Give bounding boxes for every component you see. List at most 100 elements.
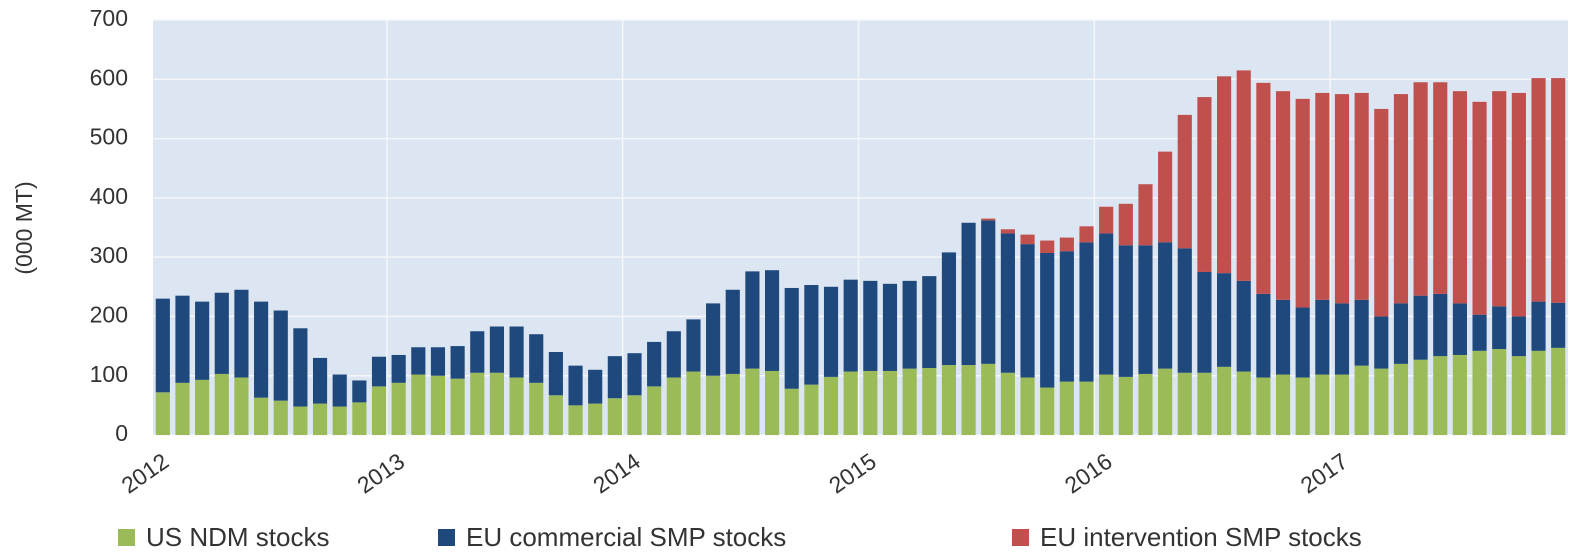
bar-segment	[941, 252, 957, 366]
bar-segment	[1511, 316, 1526, 357]
bar-segment	[863, 370, 878, 435]
bar-segment	[175, 295, 190, 383]
bar-segment	[1236, 371, 1251, 435]
bar-segment	[1177, 248, 1192, 373]
bar-segment	[391, 354, 406, 383]
bar-segment	[1531, 301, 1546, 351]
bar-segment	[981, 363, 996, 435]
x-tick-label: 2012	[117, 448, 174, 499]
bar-segment	[1059, 381, 1074, 435]
bar-segment	[411, 374, 426, 435]
bar-segment	[293, 328, 308, 407]
bar-segment	[568, 365, 583, 406]
bar-segment	[1275, 374, 1291, 435]
bar-segment	[1020, 377, 1035, 435]
bar-segment	[1452, 354, 1467, 435]
y-tick-label: 400	[90, 183, 128, 209]
bar-segment	[1118, 376, 1133, 435]
bar-segment	[1020, 234, 1035, 245]
bar-segment	[332, 406, 347, 435]
bar-segment	[312, 357, 328, 404]
bar-segment	[1374, 108, 1389, 317]
bar-segment	[1374, 316, 1389, 369]
bar-segment	[1040, 387, 1055, 435]
bar-segment	[293, 406, 308, 435]
bar-segment	[1079, 226, 1094, 243]
bar-segment	[1531, 350, 1546, 435]
bar-segment	[1354, 92, 1369, 300]
y-tick-label: 600	[90, 64, 128, 90]
bar-segment	[1177, 114, 1192, 249]
bar-segment	[1393, 303, 1409, 364]
y-tick-label: 700	[90, 5, 128, 31]
bar-segment	[843, 279, 858, 372]
bar-segment	[1275, 299, 1291, 375]
bar-segment	[706, 303, 721, 376]
bar-segment	[902, 280, 917, 369]
bar-segment	[195, 379, 210, 435]
bar-segment	[1059, 251, 1074, 382]
bar-segment	[371, 356, 387, 387]
bar-segment	[352, 402, 367, 435]
bar-segment	[1217, 76, 1232, 274]
bar-segment	[450, 346, 465, 379]
bar-segment	[548, 352, 563, 396]
bar-segment	[1177, 372, 1192, 435]
bar-segment	[1118, 245, 1133, 377]
bar-segment	[1315, 92, 1330, 300]
bar-segment	[1000, 229, 1015, 234]
bar-segment	[627, 353, 642, 396]
bar-segment	[273, 310, 288, 401]
bar-segment	[1511, 356, 1526, 435]
bar-segment	[548, 395, 563, 435]
bar-segment	[666, 331, 681, 378]
bar-segment	[1413, 82, 1428, 296]
bar-segment	[745, 368, 760, 435]
bar-segment	[1158, 151, 1173, 243]
bar-segment	[195, 301, 210, 380]
bar-segment	[607, 398, 622, 435]
bar-segment	[1020, 244, 1035, 378]
bar-segment	[961, 365, 976, 435]
bar-segment	[1433, 356, 1448, 435]
legend-swatch	[1012, 529, 1029, 546]
bar-segment	[804, 384, 819, 435]
bar-segment	[1138, 373, 1153, 435]
bar-segment	[1059, 237, 1074, 252]
x-tick-label: 2015	[824, 448, 881, 499]
bar-segment	[470, 372, 485, 435]
bar-segment	[1197, 97, 1212, 272]
legend-label: EU commercial SMP stocks	[466, 522, 786, 552]
bar-segment	[1158, 368, 1173, 435]
bar-segment	[961, 222, 976, 366]
bar-segment	[332, 374, 347, 407]
bar-segment	[1492, 306, 1507, 350]
bar-segment	[1158, 242, 1173, 369]
bar-segment	[981, 220, 996, 364]
bar-segment	[391, 382, 406, 435]
bar-segment	[214, 292, 229, 374]
bar-segment	[489, 372, 504, 435]
x-tick-label: 2016	[1060, 448, 1117, 499]
bar-segment	[588, 403, 603, 435]
bar-segment	[1393, 363, 1409, 435]
legend-label: EU intervention SMP stocks	[1040, 522, 1362, 552]
bar-segment	[214, 373, 229, 435]
y-axis-label: (000 MT)	[11, 181, 37, 274]
bar-segment	[686, 319, 701, 372]
legend-swatch	[118, 529, 135, 546]
bar-segment	[627, 395, 642, 435]
bar-segment	[1256, 377, 1271, 435]
bar-segment	[1354, 365, 1369, 435]
bar-segment	[1099, 233, 1114, 375]
y-tick-label: 0	[115, 420, 128, 446]
bar-segment	[863, 280, 878, 371]
bar-segment	[489, 326, 504, 373]
bar-segment	[1531, 78, 1546, 302]
y-tick-label: 200	[90, 302, 128, 328]
bar-segment	[352, 380, 367, 403]
bar-segment	[1334, 303, 1350, 375]
bar-segment	[1472, 101, 1487, 315]
bar-segment	[941, 365, 957, 435]
x-tick-label: 2014	[588, 448, 645, 499]
